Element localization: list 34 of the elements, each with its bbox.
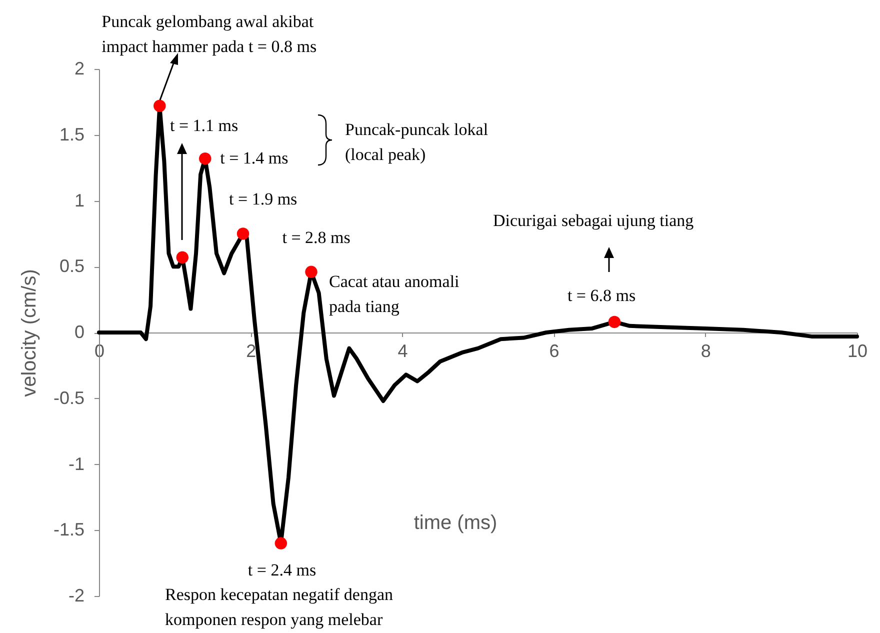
y-tick-label: 1.5 [59,124,84,144]
y-axis-title: velocity (cm/s) [18,269,40,397]
annotation: t = 1.4 ms [220,148,288,168]
y-tick-label: -0.5 [53,388,84,408]
annotation: t = 2.4 ms [248,560,316,580]
y-tick-label: -1.5 [53,520,84,540]
annotation: Puncak-puncak lokal (local peak) [345,120,488,164]
annotation: Puncak gelombang awal akibat impact hammer pada t = 0.8 ms [102,12,317,56]
point [236,228,250,240]
annotation: Respon kecepatan negatif dengan komponen respon yang melebar [165,585,394,629]
y-tick-label: 2 [74,58,84,78]
y-tick-label: 0.5 [59,256,84,276]
y-tick-label: 0 [74,322,84,342]
x-tick-label: 2 [246,341,256,361]
x-tick-label: 6 [549,341,560,361]
point [154,100,166,112]
point [305,266,318,278]
x-tick-label: 4 [398,341,408,361]
point [274,537,288,550]
x-tick-label: 8 [700,341,711,361]
annotation: t = 1.1 ms [170,116,238,135]
annotation: t = 2.8 ms [282,228,350,247]
y-tick-label: 1 [74,190,84,210]
y-tick-label: -2 [68,586,84,606]
annotation: Cacat atau anomali pada tiang [329,272,460,316]
x-tick-label: 10 [847,341,868,361]
y-tick-label: -1 [68,454,84,474]
x-axis-title: time (ms) [414,512,498,534]
point [176,251,189,264]
annotation: Dicurigai sebagai ujung tiang [493,211,694,230]
annotation: t = 6.8 ms [567,286,636,305]
annotation: t = 1.9 ms [229,190,298,209]
point [608,316,621,328]
point [198,152,212,165]
